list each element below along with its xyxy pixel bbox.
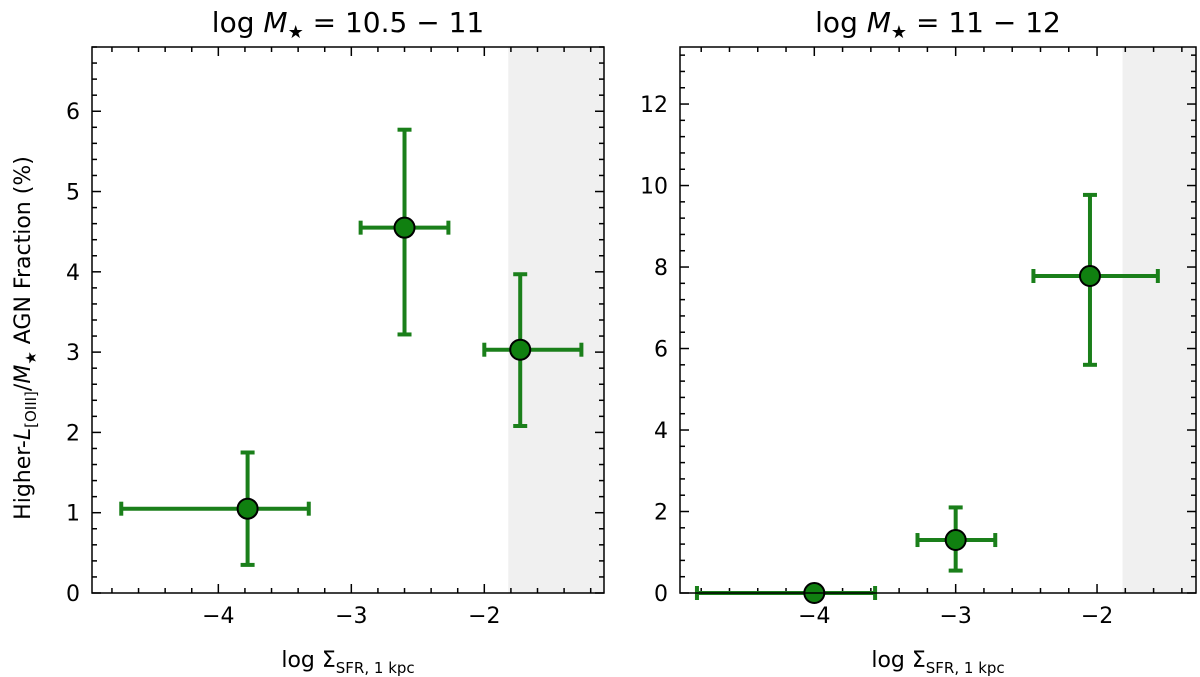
point-marker [944, 529, 967, 552]
panel-left: −4 −3 −2 0 1 2 3 4 5 6 [66, 46, 605, 629]
x-tick-label: −3 [335, 604, 367, 629]
point-marker [509, 338, 532, 361]
x-tick-label: −2 [1081, 604, 1113, 629]
y-tick-label: 6 [654, 338, 668, 363]
panel-right: −4 −3 −2 0 2 4 6 8 10 12 [640, 46, 1197, 629]
x-tick-label: −3 [939, 604, 971, 629]
y-axis-label: Higher-L[OIII]/M★ AGN Fraction (%) [11, 156, 40, 520]
shaded-region [1122, 47, 1196, 593]
data-point [915, 505, 998, 573]
y-tick-label: 4 [654, 419, 668, 444]
y-tick-label: 2 [66, 421, 80, 446]
shaded-region [508, 47, 604, 593]
y-tick-label: 1 [66, 502, 80, 527]
data-point [482, 272, 584, 428]
x-tick-label: −4 [798, 604, 830, 629]
point-marker [1078, 264, 1101, 287]
plot-frame [91, 46, 605, 594]
panel-title-left: log M★ = 10.5 − 11 [212, 6, 484, 43]
point-marker [393, 216, 416, 239]
x-axis-label-left: log ΣSFR, 1 kpc [281, 648, 414, 677]
point-marker [236, 497, 259, 520]
y-tick-label: 6 [66, 100, 80, 125]
y-tick-label: 12 [640, 93, 668, 118]
y-tick-label: 10 [640, 175, 668, 200]
x-axis-label-right: log ΣSFR, 1 kpc [871, 648, 1004, 677]
x-tick-label: −2 [468, 604, 500, 629]
data-point [1031, 192, 1160, 367]
y-tick-label: 5 [66, 181, 80, 206]
x-tick-label: −4 [202, 604, 234, 629]
data-point [358, 127, 451, 337]
y-tick-label: 0 [66, 582, 80, 607]
panel-title-right: log M★ = 11 − 12 [815, 6, 1061, 43]
y-tick-label: 8 [654, 256, 668, 281]
y-tick-label: 0 [654, 582, 668, 607]
y-tick-label: 2 [654, 501, 668, 526]
plot-frame [679, 46, 1197, 594]
y-tick-label: 3 [66, 341, 80, 366]
y-tick-label: 4 [66, 261, 80, 286]
data-point [119, 450, 311, 567]
